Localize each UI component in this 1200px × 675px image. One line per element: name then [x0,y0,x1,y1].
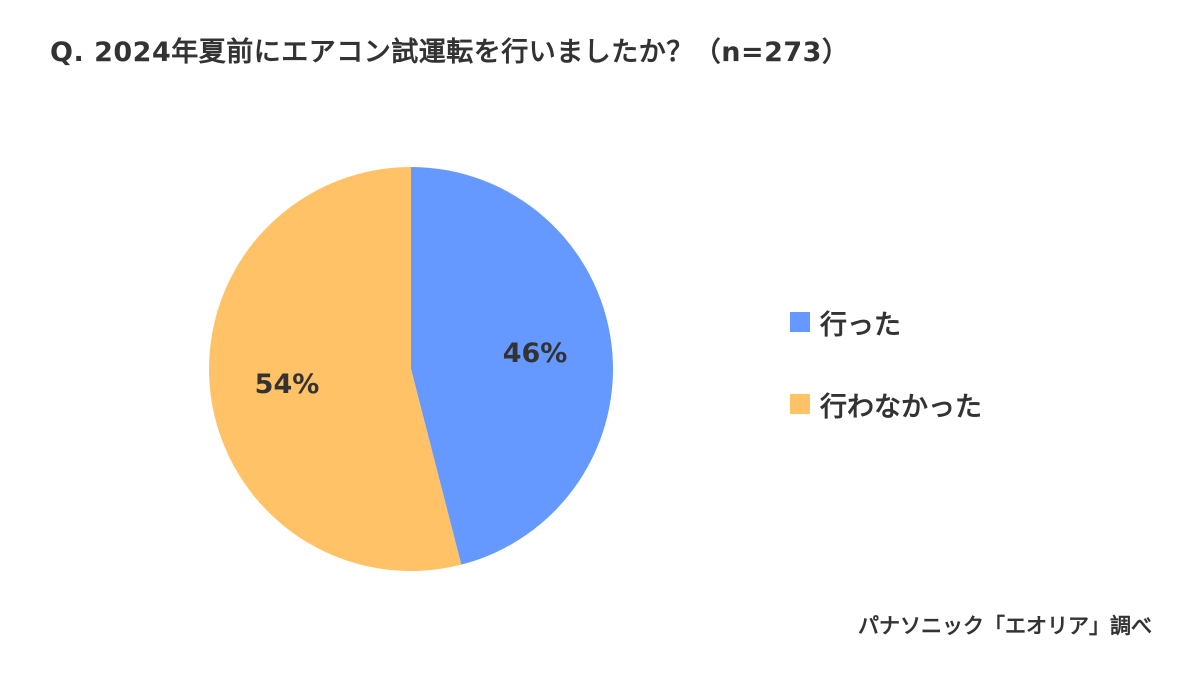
pie-slice-0 [411,167,613,565]
legend-swatch [790,394,810,414]
pie-slice-label-0: 46% [503,338,568,369]
legend: 行った 行わなかった [790,302,982,466]
legend-label: 行わなかった [820,391,982,423]
legend-item-0: 行った [790,302,982,342]
pie-slice-label-1: 54% [255,369,320,400]
source-note: パナソニック「エオリア」調べ [858,614,1152,638]
legend-label: 行った [820,309,901,341]
pie-slice-1 [208,167,462,572]
legend-item-1: 行わなかった [790,384,982,424]
legend-swatch [790,312,810,332]
chart-title: Q. 2024年夏前にエアコン試運転を行いましたか？（n=273） [50,37,850,68]
